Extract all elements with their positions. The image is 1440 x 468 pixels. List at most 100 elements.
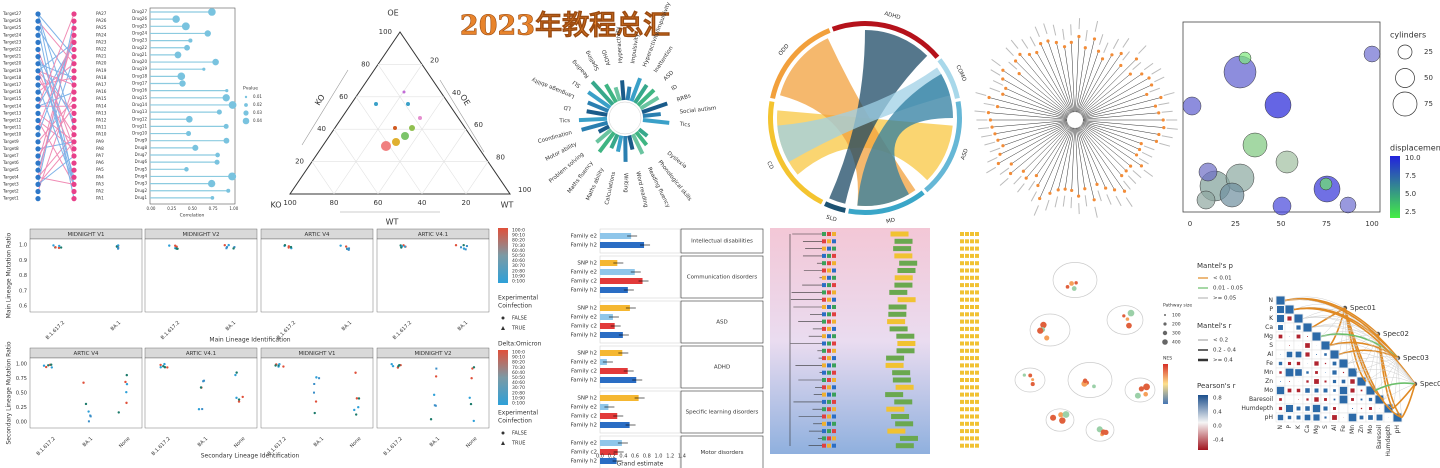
- node: [35, 96, 41, 102]
- cell: [832, 385, 836, 390]
- label: None: [233, 436, 246, 449]
- branch: [1036, 52, 1053, 80]
- tip: [1017, 72, 1021, 76]
- cell: [822, 275, 826, 280]
- cell: [960, 305, 964, 309]
- cell-mark: [1285, 368, 1294, 377]
- legend-circle: [1164, 314, 1166, 316]
- branch: [989, 97, 1038, 111]
- point: [313, 411, 316, 415]
- cell: [822, 370, 826, 375]
- branch: [999, 141, 1029, 155]
- label: 50:50: [512, 253, 525, 259]
- bar: [887, 319, 906, 325]
- cell: [975, 305, 979, 309]
- cell: [975, 253, 979, 258]
- label: PA26: [96, 18, 107, 23]
- label: Drug8: [135, 145, 148, 150]
- point: [162, 365, 165, 368]
- cell-mark: [1342, 371, 1345, 374]
- cell: [960, 283, 964, 288]
- legend-triangle: [501, 326, 505, 330]
- branch: [1058, 125, 1070, 137]
- edge: [37, 106, 75, 157]
- bubble: [1242, 132, 1268, 158]
- bar: [634, 130, 649, 147]
- edge: [37, 84, 75, 185]
- label: ASD: [663, 70, 675, 82]
- point: [406, 102, 410, 106]
- label: Inattention: [653, 45, 675, 74]
- bar: [894, 275, 913, 281]
- bar: [889, 326, 908, 332]
- label: Secondary Lineage Mutation Ratio: [6, 341, 13, 444]
- label: PA15: [96, 96, 107, 101]
- label: PA22: [96, 47, 107, 52]
- label: Target8: [2, 146, 19, 151]
- cell: [832, 334, 836, 339]
- point: [355, 397, 359, 400]
- bar: [639, 95, 660, 111]
- cell: [827, 326, 831, 331]
- node: [35, 11, 41, 17]
- branch: [1075, 127, 1078, 175]
- sector: [848, 190, 925, 215]
- branch: [1002, 78, 1028, 94]
- bar: [600, 269, 635, 275]
- cell: [970, 283, 974, 288]
- cell: [975, 239, 979, 244]
- tip: [1083, 46, 1087, 50]
- label: -0.4: [1213, 438, 1224, 444]
- label: SNP h2: [577, 351, 597, 357]
- cell-mark: [1296, 415, 1301, 420]
- edge: [37, 13, 75, 107]
- bar: [885, 362, 904, 368]
- node: [1082, 378, 1088, 384]
- panel: [599, 255, 681, 299]
- node: [35, 139, 41, 145]
- label: BA.1: [429, 436, 441, 448]
- cell-mark: [1393, 413, 1402, 422]
- cell: [975, 385, 979, 390]
- tip: [988, 118, 993, 122]
- node: [71, 54, 77, 60]
- tip: [986, 110, 991, 115]
- tip-label: [1166, 127, 1178, 130]
- label: Family c2: [571, 450, 597, 456]
- node: [35, 167, 41, 173]
- cell-mark: [1366, 386, 1375, 395]
- label: Drug13: [132, 109, 147, 114]
- cell: [827, 348, 831, 353]
- label: BA.1: [313, 436, 325, 448]
- tip: [1153, 104, 1158, 108]
- cell: [827, 421, 831, 426]
- cell: [960, 239, 964, 244]
- branch: [1071, 143, 1075, 191]
- branch: [1010, 155, 1033, 174]
- cell: [975, 290, 979, 295]
- point: [432, 393, 436, 397]
- cell-mark: [1278, 406, 1283, 411]
- cell-mark: [1339, 395, 1348, 404]
- label: Target2: [2, 189, 19, 194]
- cell: [960, 385, 964, 390]
- bubble: [1275, 150, 1299, 174]
- cell: [970, 334, 974, 339]
- label: PA13: [96, 110, 107, 115]
- label: N: [1269, 297, 1274, 304]
- bar: [600, 440, 622, 446]
- label: RRBs: [676, 93, 692, 103]
- cell: [970, 290, 974, 295]
- label: S: [1269, 342, 1273, 349]
- branch: [1104, 154, 1122, 176]
- edge: [37, 91, 75, 107]
- cell-mark: [1277, 414, 1284, 421]
- branch: [1079, 103, 1087, 114]
- cell: [827, 268, 831, 273]
- tip-label: [1151, 68, 1162, 75]
- label: Drug25: [132, 23, 147, 28]
- label: 0.8: [643, 454, 651, 460]
- label: 5.0: [1405, 190, 1416, 198]
- bar: [625, 86, 632, 101]
- tip: [1128, 72, 1132, 76]
